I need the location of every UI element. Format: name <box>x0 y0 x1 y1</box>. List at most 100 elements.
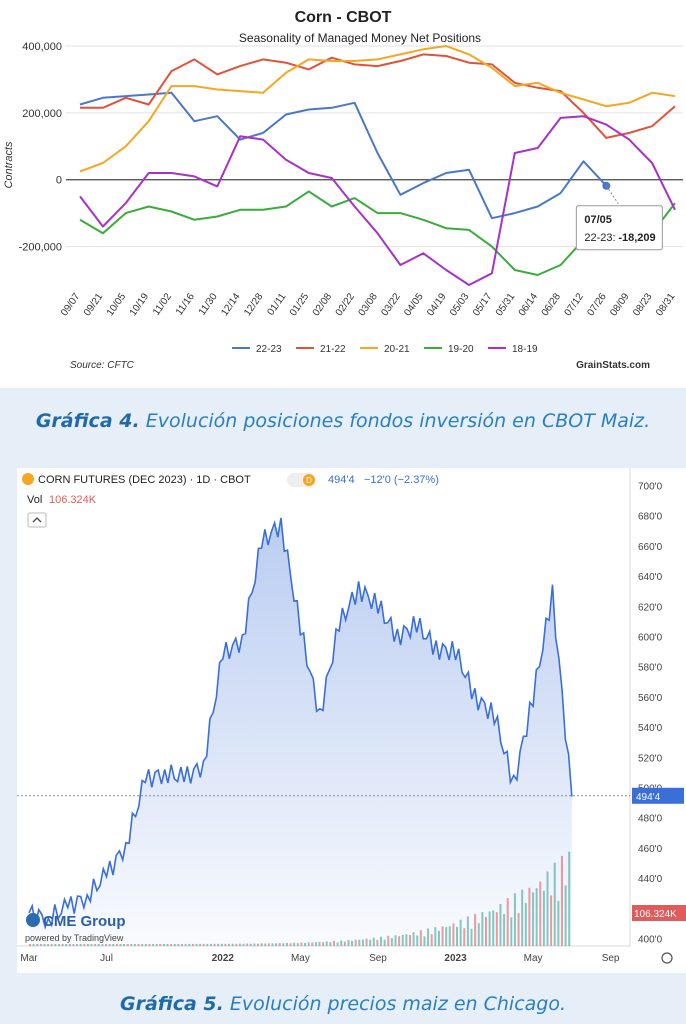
volume-bar <box>119 943 122 946</box>
volume-bar <box>213 943 216 946</box>
price-tick-label: 480'0 <box>638 814 663 825</box>
volume-bar <box>282 943 285 946</box>
volume-bar <box>376 940 379 946</box>
volume-bar <box>369 939 372 946</box>
legend-label-22-23: 22-23 <box>256 344 282 355</box>
volume-bar <box>546 871 549 946</box>
volume-bar <box>398 936 401 946</box>
volume-bar <box>267 943 270 946</box>
x-tick-label: 10/05 <box>105 291 129 318</box>
x-tick-label: 02/22 <box>334 291 358 318</box>
volume-bar <box>470 928 473 946</box>
volume-bar <box>568 851 571 946</box>
tooltip-date: 07/05 <box>584 214 612 226</box>
volume-bar <box>54 944 57 946</box>
series-line-19-20 <box>79 190 676 276</box>
badge-letter: D <box>306 476 312 485</box>
volume-bar <box>380 936 383 946</box>
x-tick-label: 07/26 <box>585 291 609 318</box>
price-tick-label: 560'0 <box>638 693 663 704</box>
volume-bar <box>115 943 118 946</box>
volume-bar <box>94 943 97 946</box>
volume-bar <box>104 943 107 946</box>
volume-bar <box>76 944 79 946</box>
x-tick-label: 12/28 <box>242 291 266 318</box>
volume-bar <box>47 944 50 946</box>
volume-bar <box>557 900 560 946</box>
x-tick-label: 11/30 <box>197 291 220 318</box>
chart-title: Corn - CBOT <box>295 9 392 26</box>
vol-tag-bg <box>632 905 686 921</box>
series-line-20-21 <box>79 45 676 173</box>
cme-globe-icon <box>26 913 40 927</box>
x-tick-label: 10/19 <box>128 291 152 318</box>
volume-bar <box>481 912 484 946</box>
price-tick-label: 680'0 <box>638 512 663 523</box>
price-tag: 494'4 <box>636 792 661 803</box>
volume-bar <box>97 943 100 946</box>
volume-bar <box>293 942 296 946</box>
volume-bar <box>412 932 415 946</box>
volume-bar <box>191 943 194 946</box>
caption-4-text: Evolución posiciones fondos inversión en… <box>145 410 651 432</box>
volume-bar <box>361 939 364 946</box>
volume-bar <box>354 939 357 946</box>
volume-bar <box>246 943 249 946</box>
price-tag-bg <box>632 787 684 804</box>
volume-bar <box>553 862 556 946</box>
series-line-22-23 <box>79 91 608 220</box>
volume-bar <box>419 930 422 946</box>
series-line-18-19 <box>79 115 676 286</box>
volume-bar <box>101 943 104 946</box>
volume-bar <box>278 943 281 946</box>
x-tick-label: 04/05 <box>402 291 426 318</box>
volume-bar <box>394 935 397 946</box>
volume-bar <box>408 934 411 946</box>
volume-bar <box>180 943 183 946</box>
volume-bar <box>336 942 339 946</box>
price-tick-label: 600'0 <box>638 633 663 644</box>
x-tick-label: 08/31 <box>654 291 678 318</box>
volume-bar <box>427 928 430 946</box>
volume-bar <box>285 942 288 946</box>
volume-bar <box>29 944 31 946</box>
volume-bar <box>72 944 75 946</box>
collapse-button <box>27 512 47 528</box>
x-tick-label: 07/12 <box>563 291 587 318</box>
series-line-21-22 <box>80 53 676 139</box>
volume-bar <box>152 943 155 946</box>
volume-bar <box>260 943 263 946</box>
x-tick-label: 09/21 <box>82 291 106 318</box>
volume-bar <box>499 904 502 946</box>
vol-value: 106.324K <box>49 494 97 506</box>
time-tick-label: Sep <box>602 953 620 964</box>
volume-bar <box>532 892 535 946</box>
x-tick-label: 05/31 <box>494 291 518 318</box>
volume-bar <box>148 943 151 946</box>
time-tick-label: May <box>291 953 310 964</box>
volume-bar <box>459 919 462 946</box>
volume-bar <box>314 942 317 946</box>
legend-label-20-21: 20-21 <box>384 344 410 355</box>
x-tick-label: 02/08 <box>311 291 335 318</box>
price-tick-label: 400'0 <box>638 934 663 945</box>
volume-bar <box>296 943 299 946</box>
volume-bar <box>351 940 354 946</box>
volume-bar <box>564 885 567 946</box>
x-tick-label: 03/22 <box>379 291 403 318</box>
price-tick-label: 580'0 <box>638 663 663 674</box>
volume-bar <box>271 943 274 946</box>
volume-bar <box>542 890 545 946</box>
volume-bar <box>112 943 115 946</box>
volume-bar <box>249 943 252 946</box>
volume-bar <box>130 943 133 946</box>
volume-bar <box>524 903 527 946</box>
volume-bar <box>416 935 419 946</box>
volume-bar <box>253 943 256 946</box>
volume-bar <box>474 913 477 946</box>
x-tick-label: 08/09 <box>608 291 632 318</box>
grainstats-brand: GrainStats.com <box>576 360 650 371</box>
volume-bar <box>539 881 542 946</box>
volume-bar <box>242 943 245 946</box>
chart-subtitle: Seasonality of Managed Money Net Positio… <box>239 31 481 45</box>
